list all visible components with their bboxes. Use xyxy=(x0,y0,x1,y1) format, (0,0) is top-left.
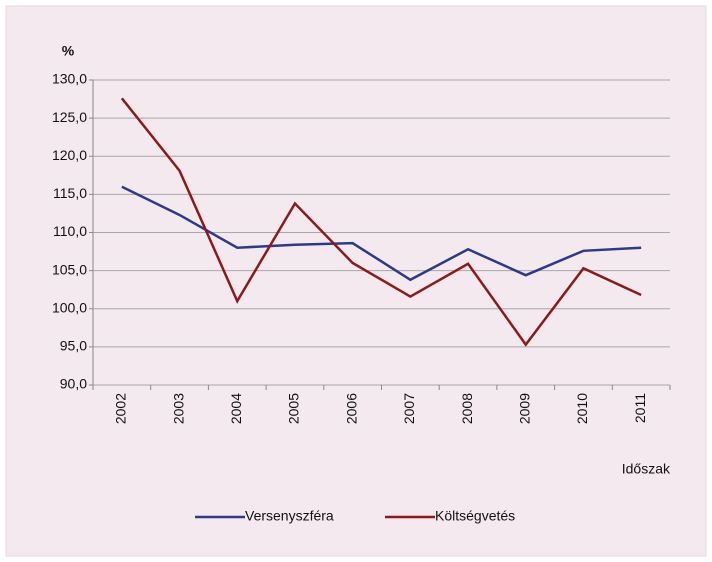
y-tick-label: 110,0 xyxy=(53,223,87,239)
y-tick-label: 115,0 xyxy=(53,185,87,201)
series-line xyxy=(121,185,642,282)
x-axis-label: Időszak xyxy=(622,461,671,477)
y-tick-label: 125,0 xyxy=(52,109,87,125)
y-tick-label: 130,0 xyxy=(52,71,87,87)
x-tick-label: 2011 xyxy=(632,393,648,423)
legend-label: Versenyszféra xyxy=(245,508,334,524)
legend-label: Költségvetés xyxy=(435,508,515,524)
y-tick-label: 95,0 xyxy=(60,338,87,354)
x-tick-label: 2010 xyxy=(574,393,590,424)
y-axis-label: % xyxy=(62,43,75,59)
y-tick-label: 90,0 xyxy=(60,376,87,392)
x-tick-label: 2004 xyxy=(228,393,244,424)
x-tick-label: 2006 xyxy=(343,393,359,424)
x-tick-label: 2003 xyxy=(170,393,186,424)
y-tick-label: 120,0 xyxy=(52,147,87,163)
x-tick-label: 2002 xyxy=(113,393,129,424)
y-tick-label: 100,0 xyxy=(52,299,87,315)
y-tick-label: 105,0 xyxy=(52,261,87,277)
x-tick-label: 2007 xyxy=(401,393,417,424)
x-tick-label: 2009 xyxy=(516,393,532,424)
x-tick-label: 2008 xyxy=(459,393,475,424)
series-line xyxy=(120,97,642,347)
background xyxy=(5,5,707,557)
x-tick-label: 2005 xyxy=(286,393,302,424)
